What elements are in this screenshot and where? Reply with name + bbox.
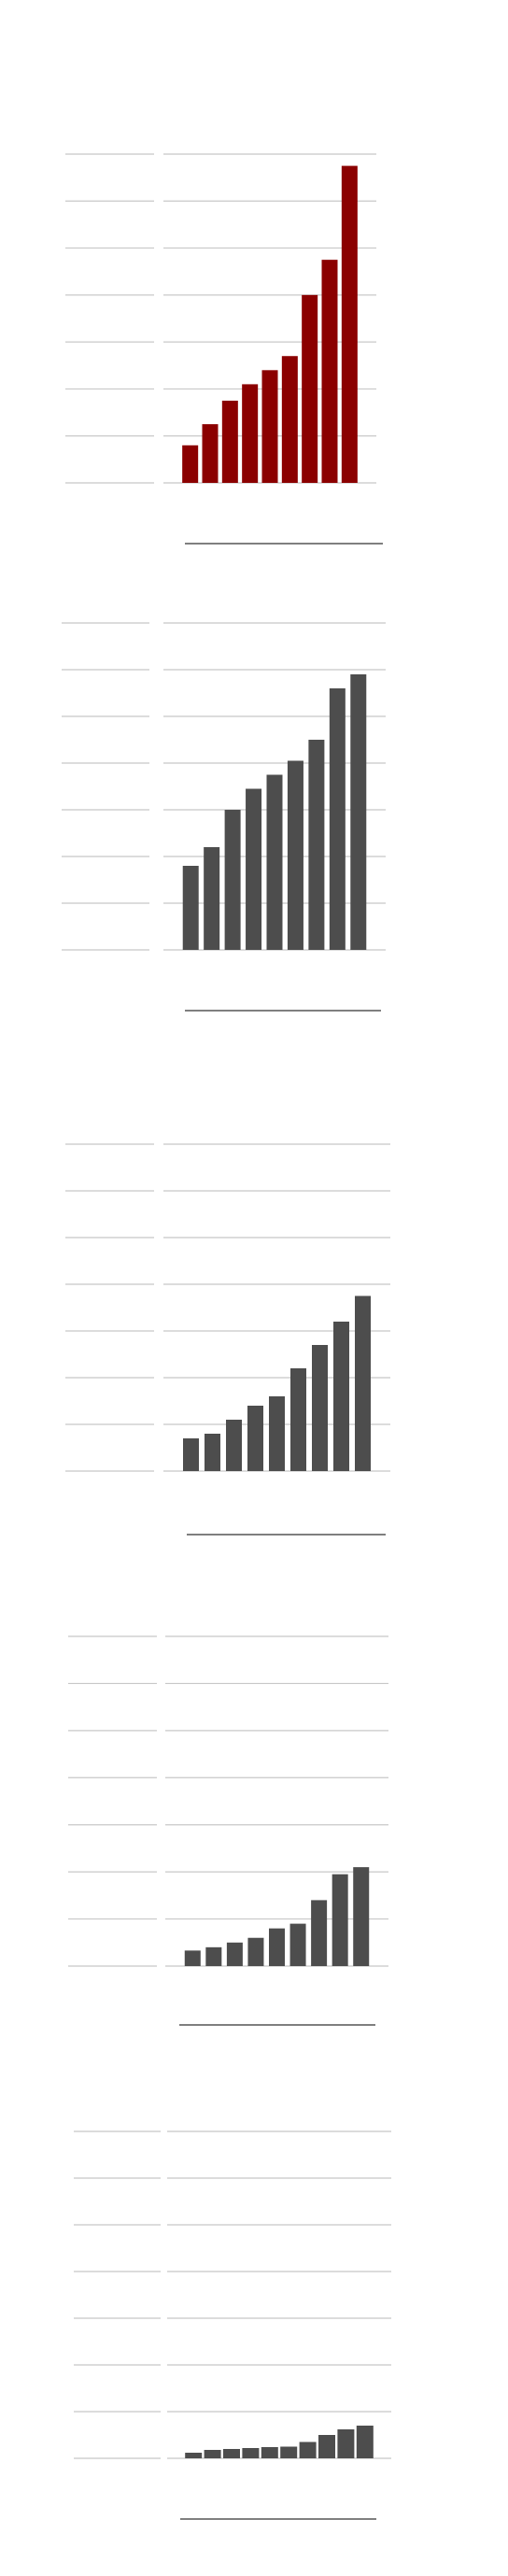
bar [341, 165, 358, 484]
bar [205, 1946, 222, 1966]
bar [224, 810, 241, 950]
bar [242, 384, 259, 483]
bar [246, 788, 262, 950]
chart-svg [65, 153, 383, 545]
bar [204, 847, 220, 950]
bar-chart-2 [0, 551, 508, 1029]
bar [299, 2442, 317, 2458]
chart-svg [62, 622, 386, 1012]
bar [182, 445, 199, 483]
bar [356, 2426, 374, 2458]
bar [287, 760, 303, 950]
bar [247, 1937, 264, 1966]
bar [332, 1874, 348, 1966]
bar [289, 1923, 306, 1966]
bar [247, 1406, 263, 1471]
bar [333, 1322, 349, 1471]
bar [308, 740, 325, 950]
bar [350, 674, 367, 950]
bar [281, 356, 298, 483]
chart-svg [65, 1143, 390, 1536]
bar [353, 1867, 370, 1966]
bar [226, 1942, 243, 1966]
bar [226, 1420, 242, 1471]
bar [269, 1396, 285, 1471]
bar [184, 1950, 201, 1966]
bar [242, 2448, 260, 2458]
bar [269, 1928, 285, 1966]
bar [312, 1345, 328, 1471]
chart-svg [74, 2130, 391, 2520]
bar [261, 2447, 278, 2458]
bar [321, 260, 338, 483]
bar-chart-3 [0, 1065, 508, 1553]
bar-chart-4 [0, 1560, 508, 2044]
bar-chart-1 [0, 84, 508, 562]
bar [290, 1368, 306, 1471]
bar [185, 2453, 203, 2458]
bar [355, 1295, 371, 1471]
bar [266, 774, 283, 950]
bar [223, 2449, 240, 2458]
bar [302, 294, 318, 483]
bar [182, 866, 199, 950]
bar [261, 370, 278, 483]
bar-chart-5 [0, 2055, 508, 2538]
bar [337, 2429, 355, 2458]
bar [204, 2450, 221, 2458]
bar [311, 1900, 328, 1966]
chart-svg [68, 1635, 388, 2026]
bar [280, 2446, 298, 2458]
bar [183, 1438, 199, 1471]
bar [221, 401, 238, 483]
bar [318, 2435, 335, 2458]
bar [205, 1434, 220, 1471]
bar [329, 688, 346, 950]
bar [202, 424, 219, 483]
